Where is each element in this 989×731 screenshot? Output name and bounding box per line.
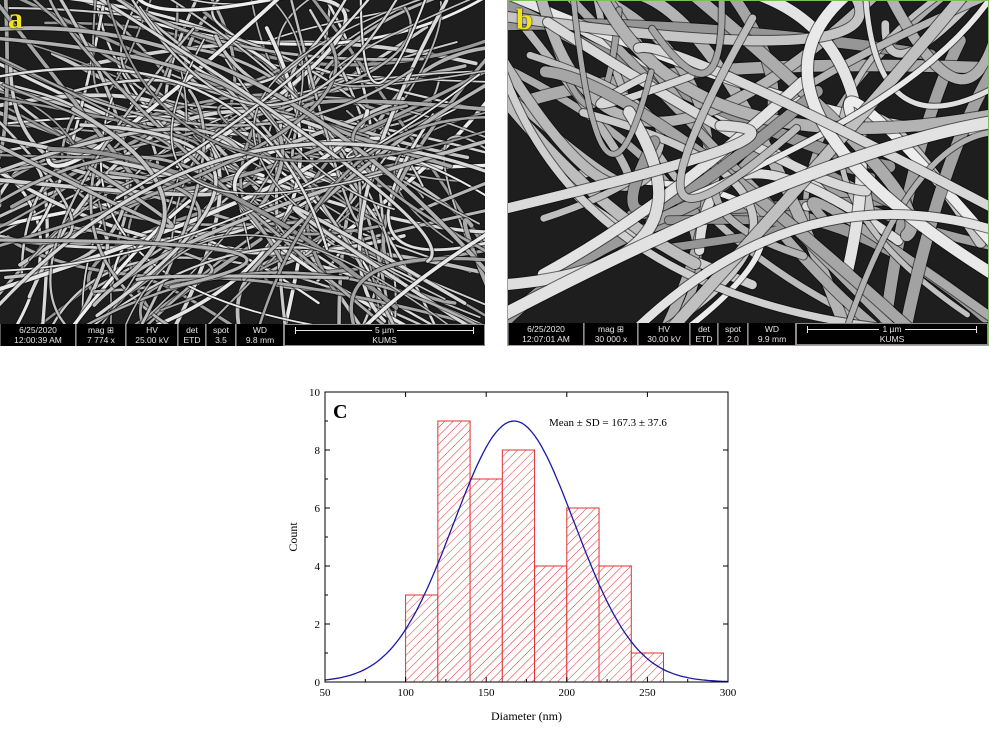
histogram-bar-0 <box>405 594 439 683</box>
x-tick-label: 200 <box>559 687 576 699</box>
mag-label: mag ⊞ <box>87 325 115 335</box>
x-tick-label: 150 <box>478 687 495 699</box>
histogram-bar-6 <box>598 565 632 683</box>
normal-fit-curve <box>324 420 729 683</box>
mag-value: 7 774 x <box>87 335 115 345</box>
time: 12:07:01 AM <box>522 334 570 344</box>
wd-value: 9.9 mm <box>757 334 787 344</box>
sem-image-panel-b: b 6/25/2020 12:07:01 AM mag ⊞ 30 000 x H… <box>507 0 989 346</box>
x-tick-label: 300 <box>720 687 737 699</box>
sem-image-panel-a: a 6/25/2020 12:00:39 AM mag ⊞ 7 774 x HV… <box>0 0 485 346</box>
y-tick-label: 10 <box>309 387 321 399</box>
hv-cell: HV 30.00 kV <box>638 323 690 345</box>
histogram-bar-2 <box>469 478 503 683</box>
spot-value: 3.5 <box>215 335 227 345</box>
x-axis-label: Diameter (nm) <box>491 709 562 723</box>
wd-cell: WD 9.9 mm <box>748 323 796 345</box>
det-cell: det ETD <box>178 324 206 346</box>
x-tick-label: 50 <box>320 687 332 699</box>
sem-databar-b: 6/25/2020 12:07:01 AM mag ⊞ 30 000 x HV … <box>508 323 988 345</box>
det-label: det <box>186 325 198 335</box>
y-axis-label: Count <box>286 522 300 552</box>
scale-cell: 5 µm KUMS <box>284 324 485 346</box>
diameter-histogram-chart: 50 100 150 200 250 300 0 2 4 6 8 10 Diameter (nm) Cou… <box>280 382 750 726</box>
x-tick-label: 250 <box>639 687 656 699</box>
hv-label: HV <box>658 324 670 334</box>
panel-letter-a: a <box>8 2 23 35</box>
y-tick-label: 2 <box>315 619 321 631</box>
det-value: ETD <box>183 335 201 345</box>
panel-letter-b: b <box>516 3 533 36</box>
date-time-cell: 6/25/2020 12:00:39 AM <box>0 324 76 346</box>
hv-cell: HV 25.00 kV <box>126 324 178 346</box>
mag-label: mag ⊞ <box>597 324 625 334</box>
mag-cell: mag ⊞ 30 000 x <box>584 323 638 345</box>
spot-label: spot <box>724 324 742 334</box>
wd-label: WD <box>764 324 780 334</box>
y-tick-label: 8 <box>315 445 321 457</box>
det-cell: det ETD <box>690 323 718 345</box>
y-tick-label: 0 <box>315 677 321 689</box>
scale-label: 1 µm <box>879 324 905 334</box>
date-time-cell: 6/25/2020 12:07:01 AM <box>508 323 584 345</box>
wd-cell: WD 9.8 mm <box>236 324 284 346</box>
wd-label: WD <box>252 325 268 335</box>
mag-value: 30 000 x <box>594 334 628 344</box>
spot-cell: spot 2.0 <box>718 323 748 345</box>
histogram-svg: 50 100 150 200 250 300 0 2 4 6 8 10 Diameter (nm) Cou… <box>286 387 737 723</box>
det-label: det <box>698 324 710 334</box>
panel-letter-c: C <box>333 401 347 423</box>
det-value: ETD <box>695 334 713 344</box>
spot-cell: spot 3.5 <box>206 324 236 346</box>
scale-label: 5 µm <box>371 325 398 335</box>
histogram-bar-5 <box>566 507 600 683</box>
y-tick-label: 4 <box>315 561 321 573</box>
date: 6/25/2020 <box>527 324 565 334</box>
time: 12:00:39 AM <box>14 335 62 345</box>
scale-bar: 5 µm <box>287 325 482 335</box>
hv-label: HV <box>146 325 158 335</box>
scale-cell: 1 µm KUMS <box>796 323 988 345</box>
hv-value: 25.00 kV <box>135 335 169 345</box>
scale-bar: 1 µm <box>799 324 985 334</box>
y-tick-label: 6 <box>315 503 321 515</box>
nanofiber-texture <box>0 0 485 324</box>
lab-label: KUMS <box>372 335 397 345</box>
lab-label: KUMS <box>879 334 905 344</box>
nanofiber-texture <box>508 1 988 325</box>
wd-value: 9.8 mm <box>245 335 275 345</box>
mean-sd-annotation: Mean ± SD = 167.3 ± 37.6 <box>549 417 667 429</box>
histogram-bar-4 <box>534 565 568 683</box>
hv-value: 30.00 kV <box>647 334 681 344</box>
x-tick-label: 100 <box>397 687 414 699</box>
mag-cell: mag ⊞ 7 774 x <box>76 324 126 346</box>
spot-label: spot <box>212 325 230 335</box>
histogram-bar-3 <box>501 449 536 683</box>
spot-value: 2.0 <box>727 334 739 344</box>
date: 6/25/2020 <box>19 325 57 335</box>
sem-databar-a: 6/25/2020 12:00:39 AM mag ⊞ 7 774 x HV 2… <box>0 324 485 346</box>
